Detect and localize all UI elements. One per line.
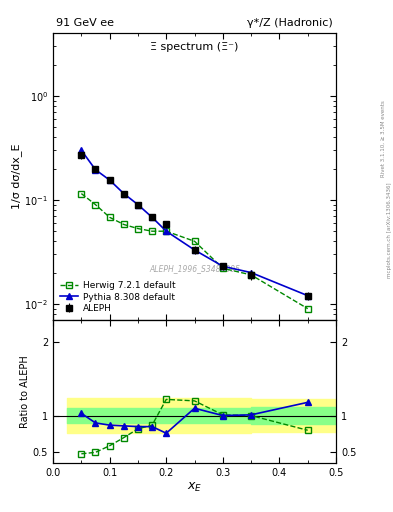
Pythia 8.308 default	[150, 214, 154, 220]
Text: γ*/Z (Hadronic): γ*/Z (Hadronic)	[248, 17, 333, 28]
Text: Ξ spectrum (Ξ⁻): Ξ spectrum (Ξ⁻)	[151, 42, 239, 52]
Herwig 7.2.1 default	[164, 228, 169, 234]
Text: ALEPH_1996_S3486095: ALEPH_1996_S3486095	[149, 264, 240, 273]
Pythia 8.308 default	[164, 228, 169, 234]
Pythia 8.308 default	[107, 177, 112, 183]
Herwig 7.2.1 default	[93, 202, 98, 208]
Pythia 8.308 default	[220, 263, 225, 269]
Herwig 7.2.1 default	[220, 265, 225, 271]
X-axis label: $x_E$: $x_E$	[187, 481, 202, 494]
Herwig 7.2.1 default	[79, 190, 84, 197]
Legend: Herwig 7.2.1 default, Pythia 8.308 default, ALEPH: Herwig 7.2.1 default, Pythia 8.308 defau…	[57, 279, 178, 315]
Herwig 7.2.1 default	[249, 272, 253, 278]
Text: Rivet 3.1.10, ≥ 3.5M events: Rivet 3.1.10, ≥ 3.5M events	[381, 100, 386, 177]
Herwig 7.2.1 default	[107, 214, 112, 220]
Herwig 7.2.1 default	[150, 228, 154, 234]
Text: mcplots.cern.ch [arXiv:1306.3436]: mcplots.cern.ch [arXiv:1306.3436]	[387, 183, 391, 278]
Pythia 8.308 default	[136, 202, 140, 208]
Pythia 8.308 default	[305, 292, 310, 298]
Pythia 8.308 default	[249, 269, 253, 275]
Line: Herwig 7.2.1 default: Herwig 7.2.1 default	[78, 190, 311, 312]
Pythia 8.308 default	[79, 147, 84, 153]
Pythia 8.308 default	[121, 190, 126, 197]
Pythia 8.308 default	[192, 247, 197, 253]
Herwig 7.2.1 default	[305, 306, 310, 312]
Pythia 8.308 default	[93, 167, 98, 173]
Herwig 7.2.1 default	[121, 221, 126, 227]
Herwig 7.2.1 default	[192, 238, 197, 244]
Y-axis label: 1/σ dσ/dx_E: 1/σ dσ/dx_E	[11, 144, 22, 209]
Line: Pythia 8.308 default: Pythia 8.308 default	[78, 147, 311, 299]
Y-axis label: Ratio to ALEPH: Ratio to ALEPH	[20, 355, 30, 428]
Text: 91 GeV ee: 91 GeV ee	[56, 17, 114, 28]
Herwig 7.2.1 default	[136, 225, 140, 231]
